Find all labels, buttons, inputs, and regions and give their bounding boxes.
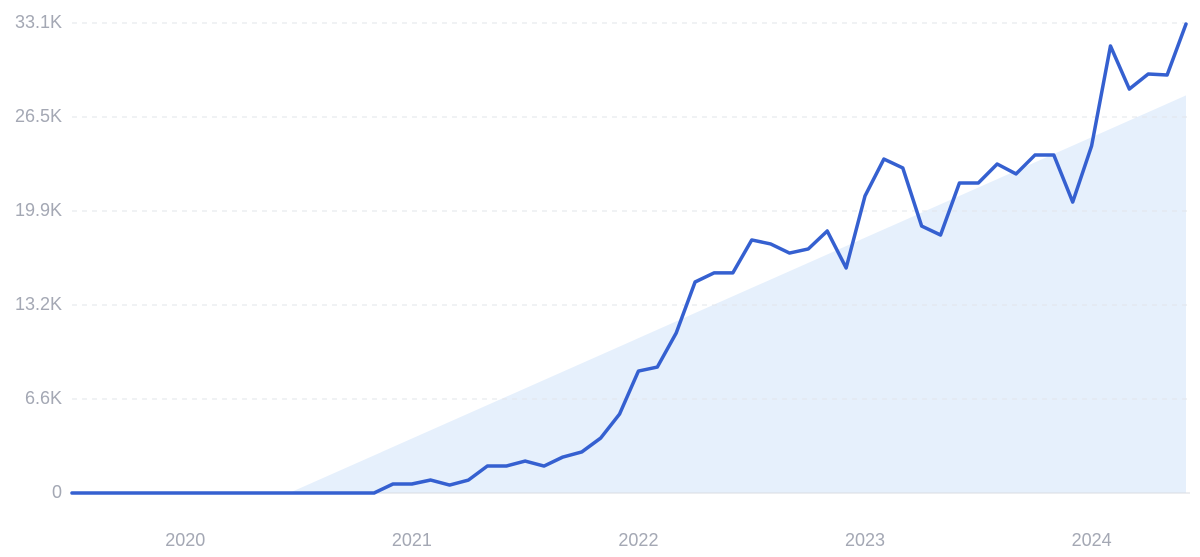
x-tick-label: 2022 — [618, 530, 658, 550]
y-tick-label: 26.5K — [15, 106, 62, 126]
x-tick-label: 2021 — [392, 530, 432, 550]
x-tick-label: 2020 — [165, 530, 205, 550]
trend-area — [289, 95, 1186, 493]
y-tick-label: 33.1K — [15, 12, 62, 32]
line — [70, 22, 1188, 495]
y-tick-label: 6.6K — [25, 388, 62, 408]
y-tick-label: 0 — [52, 482, 62, 502]
y-tick-label: 19.9K — [15, 200, 62, 220]
x-tick-label: 2024 — [1072, 530, 1112, 550]
x-tick-label: 2023 — [845, 530, 885, 550]
y-tick-label: 13.2K — [15, 294, 62, 314]
